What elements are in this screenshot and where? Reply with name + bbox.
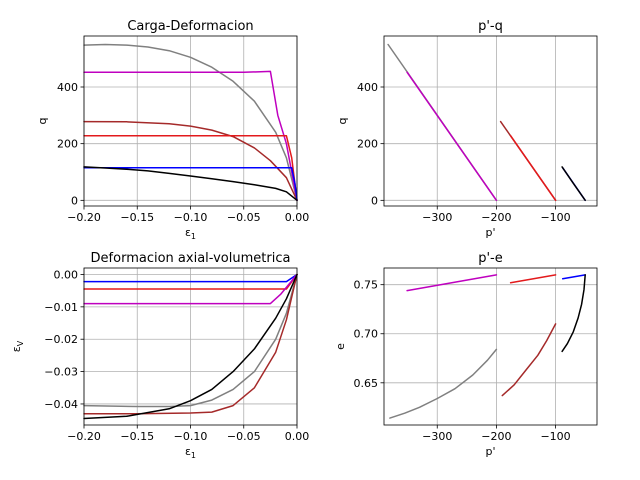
x-tick-label: 0.00 — [285, 430, 310, 443]
subplot-pe: −300 −200 −100 0.65 0.70 0.75 p'-e p' e — [334, 251, 598, 458]
y-tick-label: 0.65 — [354, 377, 379, 390]
x-tick-label: −0.15 — [120, 430, 154, 443]
x-tick-label: −300 — [422, 430, 452, 443]
x-tick-label: 0.00 — [285, 211, 310, 224]
series-line-purple — [83, 273, 298, 305]
x-tick-label: −0.10 — [174, 211, 208, 224]
y-axis-label: e — [334, 343, 347, 350]
series-line-purple — [83, 70, 298, 202]
subplot-carga: −0.20 −0.15 −0.10 −0.05 0.00 0 200 400 Carga-Def… — [36, 19, 309, 241]
series-line-blue — [83, 273, 298, 283]
series-line-gray — [83, 43, 298, 202]
series-line-purple — [406, 71, 498, 202]
x-axis-label: p' — [485, 445, 495, 458]
x-tick-label: −100 — [540, 211, 570, 224]
x-tick-label: −0.20 — [67, 430, 101, 443]
series-line-red — [509, 274, 557, 284]
x-tick-label: −0.05 — [227, 211, 261, 224]
y-tick-label: 0.75 — [354, 279, 379, 292]
subplot-title: p'-q — [478, 19, 503, 34]
x-tick-label: −0.10 — [174, 430, 208, 443]
x-tick-label: −200 — [481, 211, 511, 224]
x-tick-label: −200 — [481, 430, 511, 443]
series-line-red — [83, 134, 298, 202]
subplot-title: Deformacion axial-volumetrica — [91, 251, 291, 266]
series-line-gray — [389, 348, 498, 419]
series-line-purple — [406, 274, 498, 292]
series-line-red — [509, 134, 557, 202]
y-axis-label: q — [336, 118, 349, 125]
x-tick-label: −0.05 — [227, 430, 261, 443]
x-tick-label: −300 — [422, 211, 452, 224]
series-line-brown — [501, 323, 557, 397]
series-line-brown — [83, 273, 298, 415]
y-tick-label: 0 — [371, 194, 378, 207]
x-tick-label: −0.15 — [120, 211, 154, 224]
series-line-black — [83, 273, 298, 420]
series-line-black — [561, 274, 586, 353]
y-tick-label: −0.01 — [44, 301, 78, 314]
subplot-pq: −300 −200 −100 0 200 400 p'-q p' q — [336, 19, 598, 239]
x-axis-label: ε1 — [185, 445, 196, 460]
x-axis-label: ε1 — [185, 226, 196, 241]
plot-frame — [383, 267, 598, 426]
x-axis-label: p' — [485, 226, 495, 239]
series-line-brown — [83, 120, 298, 202]
series-line-gray — [83, 273, 298, 408]
plot-frame — [383, 35, 598, 207]
y-tick-label: 400 — [57, 81, 78, 94]
y-axis-label: q — [36, 118, 49, 125]
subplot-title: Carga-Deformacion — [127, 19, 253, 34]
series-line-blue — [561, 274, 586, 280]
subplot-title: p'-e — [478, 251, 503, 266]
y-tick-label: 0.00 — [54, 268, 79, 281]
series-line-blue — [83, 167, 298, 202]
y-tick-label: 0.70 — [354, 328, 379, 341]
y-tick-label: −0.04 — [44, 398, 78, 411]
x-tick-label: −0.20 — [67, 211, 101, 224]
series-line-black — [83, 166, 298, 202]
y-tick-label: −0.03 — [44, 366, 78, 379]
subplot-vol: −0.20 −0.15 −0.10 −0.05 0.00 0.00 −0.01 −0.02 −0… — [10, 251, 309, 460]
y-tick-label: −0.02 — [44, 333, 78, 346]
y-tick-label: 400 — [357, 81, 378, 94]
series-line-black — [561, 166, 586, 202]
y-tick-label: 200 — [357, 138, 378, 151]
y-axis-label: εV — [10, 340, 25, 352]
y-tick-label: 0 — [71, 194, 78, 207]
x-tick-label: −100 — [540, 430, 570, 443]
y-tick-label: 200 — [57, 138, 78, 151]
